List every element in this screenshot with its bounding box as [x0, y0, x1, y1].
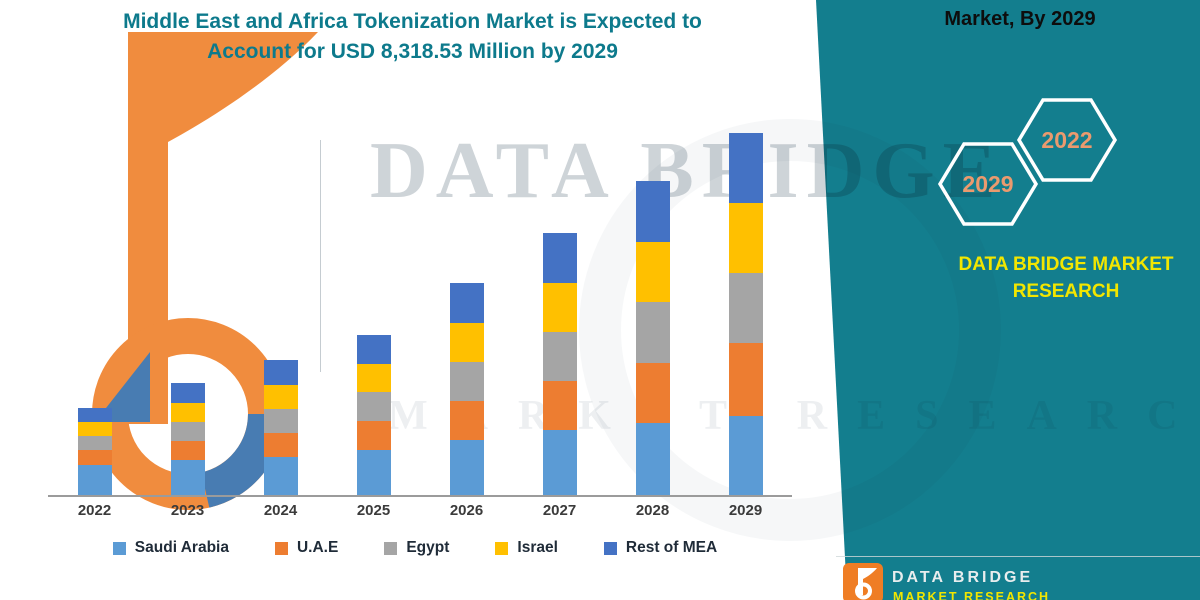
- bar-segment-rest-of-mea: [635, 180, 670, 242]
- legend-label-egypt: Egypt: [406, 539, 450, 556]
- x-axis-label-2023: 2023: [170, 502, 205, 519]
- x-axis-label-2024: 2024: [263, 502, 298, 519]
- bar-segment-u-a-e: [542, 380, 577, 430]
- bar-segment-saudi-arabia: [635, 423, 670, 495]
- bar-segment-u-a-e: [263, 433, 298, 457]
- stacked-bar-2023: [170, 382, 205, 495]
- legend-swatch-rest-of-mea: [603, 541, 617, 555]
- page-title-line1: Middle East and Africa Tokenization Mark…: [123, 10, 702, 33]
- legend-label-israel: Israel: [517, 539, 558, 556]
- legend-item-israel: Israel: [495, 539, 558, 557]
- bar-segment-egypt: [170, 421, 205, 441]
- legend-swatch-egypt: [384, 541, 398, 555]
- x-axis-label-2029: 2029: [728, 502, 763, 519]
- bar-segment-saudi-arabia: [728, 415, 763, 495]
- page-title: Middle East and Africa Tokenization Mark…: [40, 7, 785, 68]
- bar-segment-u-a-e: [77, 450, 112, 465]
- hexagon-2029-label: 2029: [962, 171, 1013, 197]
- legend-item-u-a-e: U.A.E: [274, 539, 339, 557]
- bar-segment-saudi-arabia: [263, 456, 298, 495]
- bar-segment-u-a-e: [728, 342, 763, 416]
- bar-segment-u-a-e: [356, 421, 391, 450]
- panel-brand-text: DATA BRIDGE MARKET RESEARCH: [958, 254, 1174, 302]
- x-axis-label-2026: 2026: [449, 502, 484, 519]
- bar-segment-u-a-e: [170, 440, 205, 460]
- x-axis-label-2027: 2027: [542, 502, 577, 519]
- bar-segment-saudi-arabia: [542, 429, 577, 495]
- bar-segment-israel: [728, 202, 763, 273]
- bar-segment-saudi-arabia: [449, 440, 484, 495]
- stacked-bar-2028: [635, 180, 670, 495]
- bar-segment-egypt: [77, 436, 112, 450]
- page-title-line2: Account for USD 8,318.53 Million by 2029: [207, 40, 618, 64]
- bar-segment-rest-of-mea: [542, 232, 577, 283]
- bar-segment-egypt: [263, 409, 298, 434]
- bar-segment-saudi-arabia: [356, 450, 391, 495]
- legend-item-saudi-arabia: Saudi Arabia: [112, 539, 229, 557]
- bar-segment-saudi-arabia: [77, 465, 112, 495]
- x-axis-label-2025: 2025: [356, 502, 391, 519]
- bar-segment-egypt: [728, 272, 763, 343]
- bar-segment-rest-of-mea: [449, 283, 484, 324]
- legend-label-saudi-arabia: Saudi Arabia: [134, 539, 229, 556]
- bar-segment-israel: [635, 241, 670, 302]
- x-axis-label-2028: 2028: [635, 502, 670, 519]
- hexagon-2022: [1016, 98, 1118, 182]
- footer-brand-name: DATA BRIDGE: [892, 569, 1034, 586]
- legend-swatch-israel: [495, 541, 509, 555]
- stacked-bar-2027: [542, 232, 577, 495]
- bar-segment-rest-of-mea: [77, 408, 112, 422]
- bar-segment-israel: [263, 385, 298, 410]
- x-axis-label-2022: 2022: [77, 502, 112, 519]
- bar-segment-israel: [77, 422, 112, 436]
- bar-segment-israel: [542, 282, 577, 332]
- bar-segment-israel: [170, 402, 205, 422]
- stacked-bar-2024: [263, 360, 298, 495]
- hexagon-badges: 2029 2022: [937, 98, 1118, 226]
- bar-segment-rest-of-mea: [728, 132, 763, 203]
- stacked-bar-2029: [728, 132, 763, 495]
- bar-segment-egypt: [635, 301, 670, 363]
- footer-divider-line: [836, 556, 1200, 557]
- bar-segment-rest-of-mea: [356, 335, 391, 365]
- hexagon-2022-label: 2022: [1041, 127, 1092, 153]
- bar-segment-egypt: [449, 362, 484, 402]
- legend-item-rest-of-mea: Rest of MEA: [603, 539, 718, 557]
- watermark-divider-line: [320, 140, 321, 372]
- stacked-bar-2025: [356, 335, 391, 495]
- bar-segment-israel: [449, 323, 484, 363]
- footer-logo-icon: [843, 563, 883, 600]
- legend-label-u-a-e: U.A.E: [296, 539, 339, 556]
- bar-segment-saudi-arabia: [170, 460, 205, 495]
- legend-label-rest-of-mea: Rest of MEA: [625, 539, 718, 556]
- bar-segment-rest-of-mea: [170, 382, 205, 403]
- panel-heading: Market, By 2029: [944, 8, 1096, 30]
- stacked-bar-2022: [77, 408, 112, 495]
- bar-segment-israel: [356, 364, 391, 393]
- bar-segment-egypt: [356, 392, 391, 422]
- legend-item-egypt: Egypt: [384, 539, 449, 557]
- plot-area: 2022 2023 2024 2025 2026 2027 2028 2029: [48, 110, 792, 519]
- footer-brand-tagline: MARKET RESEARCH: [893, 590, 1051, 600]
- bar-segment-egypt: [542, 331, 577, 381]
- legend: Saudi Arabia U.A.E Egypt Israel Rest of MEA: [30, 539, 800, 557]
- bar-segment-u-a-e: [449, 401, 484, 440]
- legend-swatch-saudi-arabia: [112, 541, 126, 555]
- bar-segment-u-a-e: [635, 362, 670, 423]
- legend-swatch-u-a-e: [274, 541, 288, 555]
- stacked-bar-2026: [449, 283, 484, 495]
- bar-segment-rest-of-mea: [263, 360, 298, 386]
